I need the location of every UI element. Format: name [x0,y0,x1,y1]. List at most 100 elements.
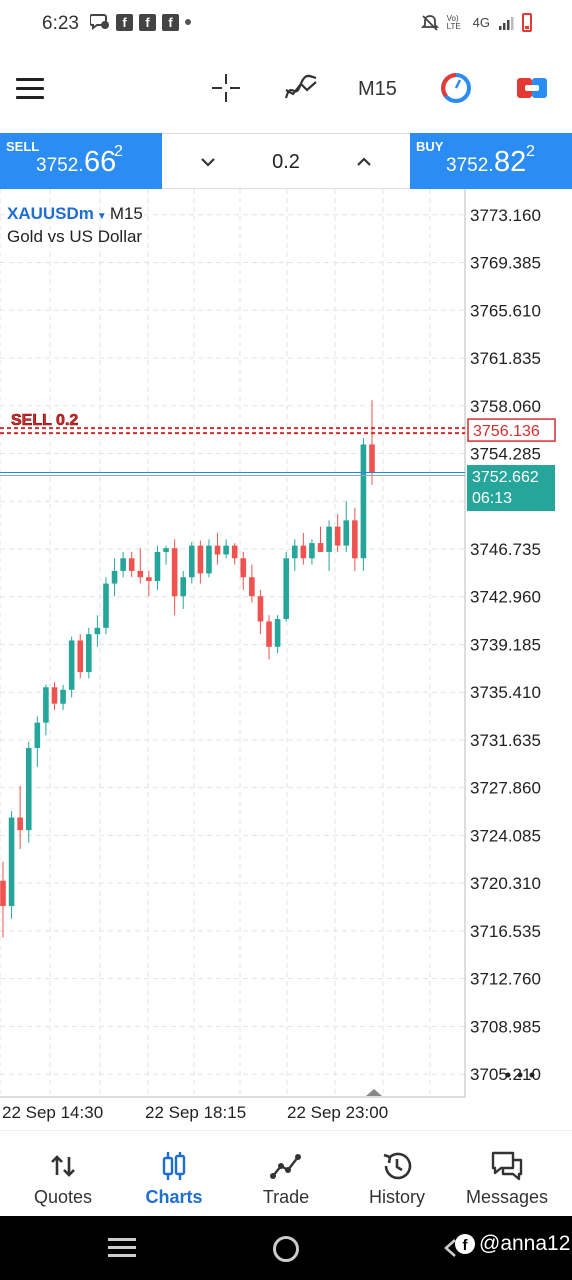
volte-label: Vo) LTE [446,13,461,31]
symbol-description: Gold vs US Dollar [7,227,143,246]
y-tick-label: 3731.635 [470,731,541,750]
history-icon [383,1152,412,1180]
buy-price-sup: 2 [526,143,535,160]
y-tick-label: 3705.210 [470,1065,541,1084]
candle-body [283,558,289,619]
timeframe-selector[interactable]: M15 [358,78,397,100]
candle-body [51,687,58,704]
sell-label: SELL [6,139,40,154]
candle-body [111,570,118,584]
y-tick-label: 3754.285 [470,444,541,463]
status-right-icons: Vo) LTE 4G [420,13,532,32]
candle-body [309,543,315,559]
chart-canvas[interactable]: 3773.160 3769.385 3765.610 3761.835 3758.060… [0,189,572,1129]
network-label: 4G [472,15,490,30]
candle-body [128,558,135,571]
nav-charts[interactable]: Charts [117,1131,231,1217]
bottom-navigation: Quotes Charts Trade History Messages [0,1130,572,1216]
symbol-header: XAUUSDm ▼ M15 [7,204,143,224]
candle-body [206,545,212,574]
candle-body [334,526,341,546]
candle-body [291,545,298,559]
y-tick-label: 3758.060 [470,397,541,416]
y-tick-label: 3724.085 [470,826,541,845]
y-tick-label: 3773.160 [470,206,541,225]
nav-messages[interactable]: Messages [450,1131,564,1217]
menu-icon[interactable] [16,78,44,100]
buy-price-small: 3752. [446,155,494,176]
dot-icon [185,19,191,25]
objects-icon[interactable] [438,70,474,106]
x-tick-label: 22 Sep 18:15 [145,1103,246,1122]
chevron-up-icon[interactable] [352,150,376,174]
y-tick-label: 3716.535 [470,922,541,941]
order-price-label: 3756.136 [473,423,540,440]
facebook-icon: f [139,13,156,31]
messages-icon [491,1151,523,1181]
symbol-timeframe: M15 [109,204,143,223]
chevron-down-icon[interactable] [196,150,220,174]
nav-history[interactable]: History [340,1131,454,1217]
candle-body [146,577,152,582]
y-tick-label: 3735.410 [470,683,541,702]
trade-icon [270,1154,301,1179]
shift-marker-icon [366,1089,382,1096]
candle-body [317,543,324,552]
candle-body [17,817,23,831]
trade-toggle-icon[interactable] [514,70,550,106]
status-bar: 6:23 f f f Vo) LTE 4G [0,0,572,48]
facebook-icon: f [455,1234,475,1254]
candle-body [326,526,332,552]
crosshair-icon[interactable] [208,70,244,106]
order-price-tag [467,418,556,442]
candle-body [94,627,101,635]
price-chart[interactable]: 3773.160 3769.385 3765.610 3761.835 3758.060… [0,189,572,1129]
candle-body [120,558,126,571]
y-tick-label: 3765.610 [470,301,541,320]
sell-price-sup: 2 [114,143,123,160]
recent-apps-icon[interactable] [108,1238,136,1258]
symbol-name[interactable]: XAUUSDm [7,204,94,223]
candle-body [103,583,109,628]
sell-button[interactable]: SELL 3752. 66 2 [0,133,162,189]
buy-button[interactable]: BUY 3752. 82 2 [410,133,572,189]
x-tick-label: 22 Sep 14:30 [2,1103,103,1122]
candle-body [249,577,255,597]
nav-trade[interactable]: Trade [229,1131,343,1217]
candle-body [60,689,66,704]
candle-body [180,577,187,597]
candle-body [171,548,178,597]
chart-toolbar: M15 [0,56,572,126]
candle-body [86,634,92,673]
candle-body [137,570,144,578]
notification-icons: f f f [90,13,191,31]
sell-price-big: 66 [84,146,117,178]
countdown-label: 06:13 [472,490,512,507]
home-icon[interactable] [273,1236,299,1262]
candle-body [188,545,195,578]
y-tick-label: 3742.960 [470,588,541,607]
quotes-icon [51,1155,75,1177]
candle-body [154,551,161,582]
candle-body [360,444,367,559]
volume-value[interactable]: 0.2 [272,151,300,173]
triangle-down-icon: ▼ [96,211,107,222]
candle-body [274,618,281,647]
facebook-icon: f [162,13,179,31]
candle-body [197,545,204,574]
candle-body [0,880,6,907]
nav-history-label: History [368,1187,425,1207]
bid-price-tag [467,465,555,512]
candle-body [231,545,238,559]
back-icon[interactable] [440,1237,462,1259]
one-click-trade-bar: SELL 3752. 66 2 0.2 BUY 3752. 82 2 [0,133,572,189]
watermark: f @anna12 [455,1232,570,1256]
candle-body [77,640,84,673]
nav-quotes[interactable]: Quotes [6,1131,120,1217]
messenger-icon [90,14,109,30]
indicators-icon[interactable] [283,70,319,106]
order-label: SELL 0.2 [11,412,78,429]
status-time: 6:23 [42,13,79,34]
more-icon[interactable] [504,1069,540,1081]
battery-icon [522,13,532,32]
